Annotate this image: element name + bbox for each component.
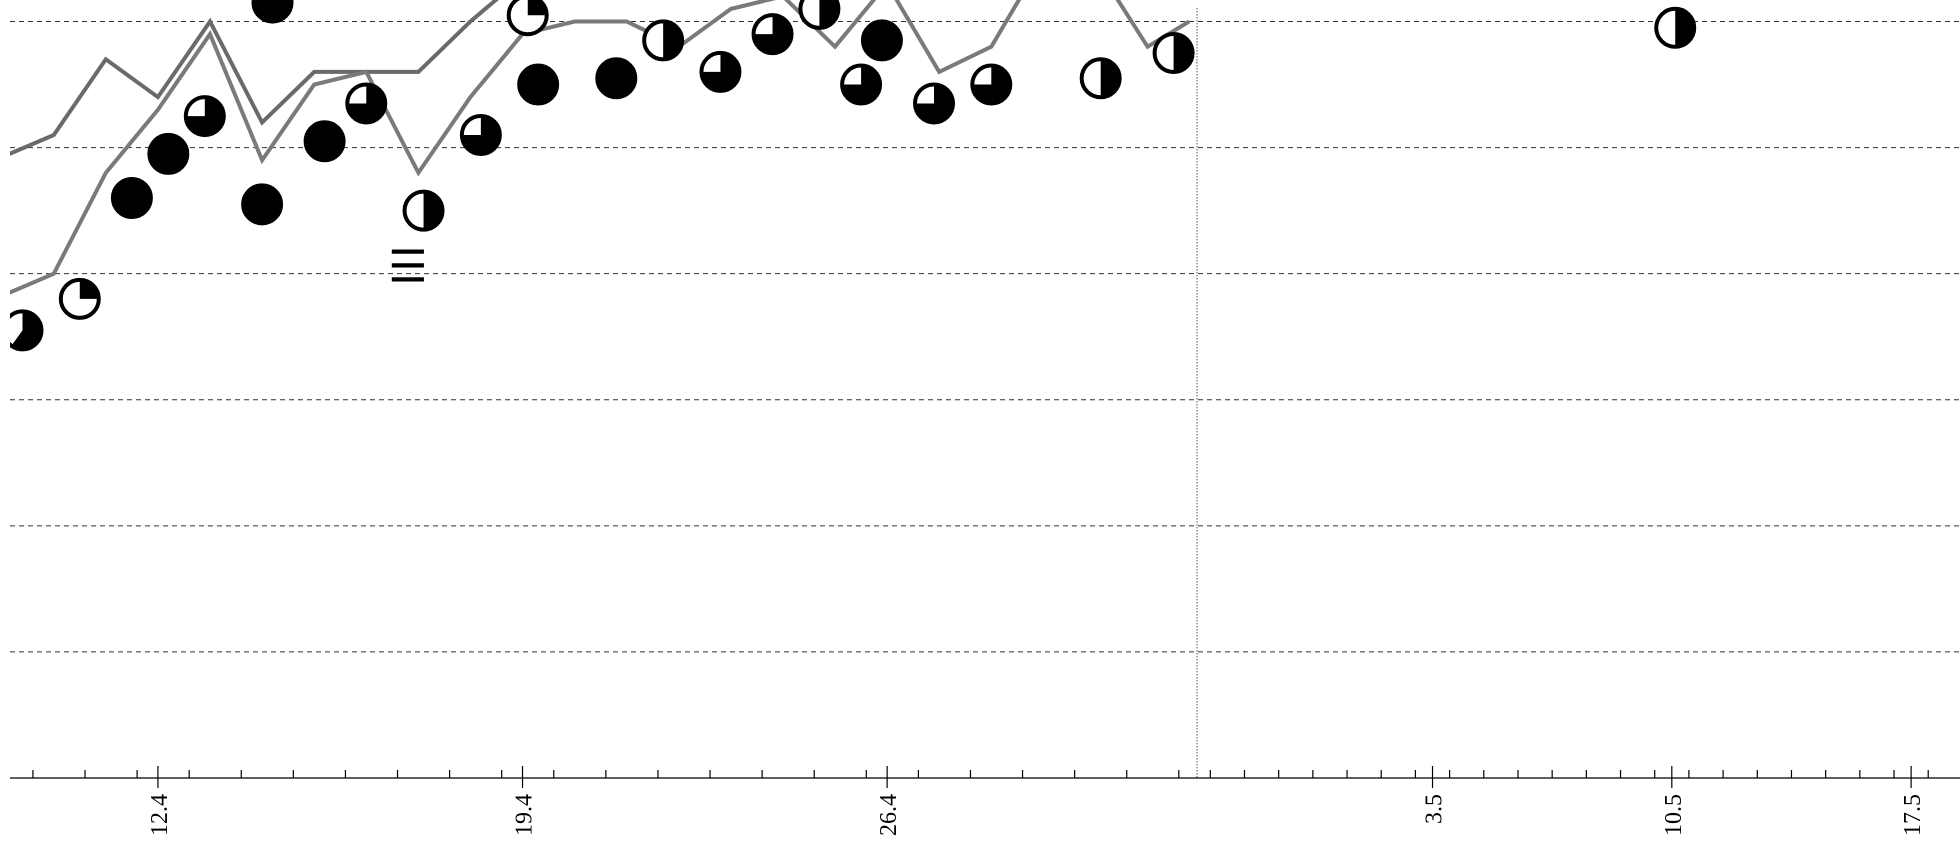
pie-marker-fill xyxy=(663,22,682,59)
pie-marker-fill xyxy=(11,312,41,349)
pie-marker xyxy=(642,19,685,62)
pie-marker-fill xyxy=(819,0,838,27)
x-tick-label: 10.5 xyxy=(1661,794,1687,836)
x-tick-label: 12.4 xyxy=(147,794,173,836)
pie-marker-fill xyxy=(863,22,900,59)
pie-marker xyxy=(241,183,284,226)
pie-marker xyxy=(860,19,903,62)
pie-marker-fill xyxy=(244,186,281,223)
pie-marker-fill xyxy=(702,53,739,90)
pie-marker xyxy=(58,277,101,320)
menu-icon: ☰ xyxy=(388,241,427,292)
annotations-layer: ☰ xyxy=(388,241,427,292)
pie-marker-fill xyxy=(598,60,635,97)
pie-marker xyxy=(1654,6,1697,49)
pie-marker xyxy=(913,82,956,125)
pie-marker xyxy=(251,0,294,24)
pie-marker-fill xyxy=(348,85,385,122)
pie-marker-fill xyxy=(306,123,343,160)
pie-marker-fill xyxy=(520,66,557,103)
pie-marker xyxy=(147,132,190,175)
pie-marker-fill xyxy=(113,180,150,217)
series-line xyxy=(10,0,1191,295)
pie-marker-fill xyxy=(254,0,291,21)
pie-marker-fill xyxy=(79,280,98,299)
pie-marker xyxy=(459,113,502,156)
pie-marker xyxy=(840,63,883,106)
pie-marker xyxy=(303,120,346,163)
pie-marker xyxy=(699,50,742,93)
series-lines-layer xyxy=(10,0,1191,295)
pie-marker xyxy=(970,63,1013,106)
pie-marker-fill xyxy=(462,116,499,153)
x-axis: 12.4 19.4 26.4 3.5 10.5 17.5 xyxy=(10,766,1960,836)
pie-marker xyxy=(595,57,638,100)
pie-marker-fill xyxy=(1675,9,1694,46)
pie-marker xyxy=(183,95,226,138)
x-tick-label: 17.5 xyxy=(1900,794,1926,836)
pie-marker-fill xyxy=(843,66,880,103)
pie-marker-fill xyxy=(1100,60,1119,97)
pie-marker-fill xyxy=(150,135,187,172)
pie-marker-fill xyxy=(916,85,953,122)
pie-marker xyxy=(517,63,560,106)
pie-marker xyxy=(345,82,388,125)
pie-marker xyxy=(110,177,153,220)
pie-marker-fill xyxy=(186,98,223,135)
pie-marker xyxy=(402,189,445,232)
pie-marker xyxy=(1079,57,1122,100)
pie-marker-fill xyxy=(973,66,1010,103)
x-tick-label: 26.4 xyxy=(876,794,902,836)
grid-layer xyxy=(10,8,1960,778)
markers-layer xyxy=(10,0,1697,352)
x-tick-label: 3.5 xyxy=(1422,794,1448,824)
pie-marker xyxy=(798,0,841,30)
pie-marker xyxy=(1152,32,1195,75)
pie-marker-fill xyxy=(1173,35,1192,72)
pie-marker-fill xyxy=(423,192,442,229)
x-tick-label: 19.4 xyxy=(512,794,538,836)
pie-marker-fill xyxy=(527,0,546,16)
pie-marker-fill xyxy=(754,16,791,53)
series-line xyxy=(10,0,499,156)
pie-marker xyxy=(506,0,549,37)
pie-marker xyxy=(10,309,44,352)
pie-marker xyxy=(751,13,794,56)
